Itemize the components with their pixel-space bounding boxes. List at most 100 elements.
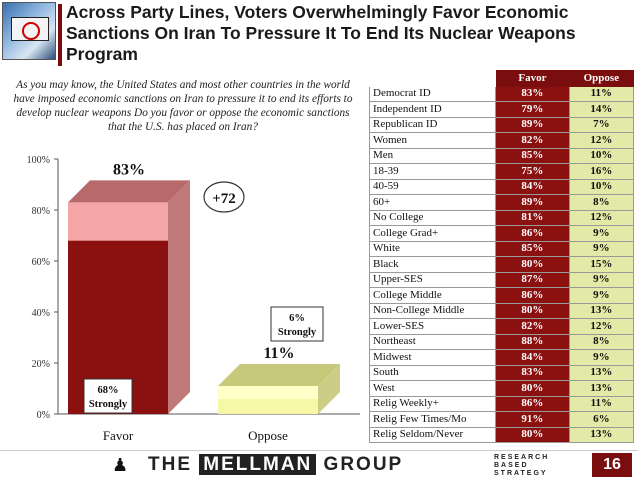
favor-cell: 80% <box>495 302 570 319</box>
x-category-label: Favor <box>103 428 134 443</box>
row-label: Midwest <box>368 349 497 366</box>
header-photo-icon <box>2 2 56 60</box>
favor-cell: 91% <box>495 411 570 428</box>
table-row: Non-College Middle 80% 13% <box>368 302 635 319</box>
oppose-cell: 8% <box>568 194 635 211</box>
favor-cell: 89% <box>495 116 570 133</box>
total-label: 83% <box>113 161 145 178</box>
row-label: South <box>368 364 497 381</box>
favor-cell: 83% <box>495 85 570 102</box>
favor-cell: 79% <box>495 101 570 118</box>
table-row: West 80% 13% <box>368 380 635 397</box>
row-label: Relig Seldom/Never <box>368 426 497 443</box>
oppose-cell: 9% <box>568 349 635 366</box>
footer: ♟ THE MELLMAN GROUP RESEARCH BASED STRAT… <box>0 450 638 480</box>
row-label: College Middle <box>368 287 497 304</box>
page-title: Across Party Lines, Voters Overwhelmingl… <box>66 2 576 64</box>
table-row: Relig Few Times/Mo 91% 6% <box>368 411 635 428</box>
table-row: Independent ID 79% 14% <box>368 101 635 118</box>
footer-brand: THE MELLMAN GROUP <box>148 454 404 475</box>
oppose-cell: 12% <box>568 318 635 335</box>
favor-cell: 86% <box>495 225 570 242</box>
table-row: Midwest 84% 9% <box>368 349 635 366</box>
oppose-cell: 9% <box>568 287 635 304</box>
oppose-cell: 8% <box>568 333 635 350</box>
table-row: No College 81% 12% <box>368 209 635 226</box>
oppose-cell: 7% <box>568 116 635 133</box>
oppose-cell: 9% <box>568 240 635 257</box>
favor-cell: 75% <box>495 163 570 180</box>
row-label: 40-59 <box>368 178 497 195</box>
row-label: Northeast <box>368 333 497 350</box>
table-header-cell: Favor <box>495 70 570 87</box>
bar-somewhat-segment <box>68 202 168 241</box>
bar-strongly-segment <box>218 398 318 414</box>
row-label: Non-College Middle <box>368 302 497 319</box>
table-row: South 83% 13% <box>368 364 635 381</box>
table-row: Men 85% 10% <box>368 147 635 164</box>
row-label: Lower-SES <box>368 318 497 335</box>
oppose-cell: 14% <box>568 101 635 118</box>
table-header-row: Favor Oppose <box>368 70 635 87</box>
table-row: Democrat ID 83% 11% <box>368 85 635 102</box>
bar-somewhat-segment <box>218 385 318 399</box>
row-label: White <box>368 240 497 257</box>
favor-cell: 86% <box>495 395 570 412</box>
footer-tagline: RESEARCH BASED STRATEGY <box>494 454 550 477</box>
row-label: No College <box>368 209 497 226</box>
oppose-cell: 16% <box>568 163 635 180</box>
favor-cell: 85% <box>495 147 570 164</box>
subgroup-table: Favor Oppose Democrat ID 83% 11% Independent … <box>368 70 635 443</box>
favor-cell: 80% <box>495 380 570 397</box>
oppose-cell: 13% <box>568 380 635 397</box>
y-tick-label: 60% <box>32 257 50 268</box>
row-label: 60+ <box>368 194 497 211</box>
oppose-cell: 10% <box>568 178 635 195</box>
title-accent-bar <box>58 4 62 66</box>
oppose-cell: 9% <box>568 225 635 242</box>
table-row: Northeast 88% 8% <box>368 333 635 350</box>
row-label: Independent ID <box>368 101 497 118</box>
table-row: Upper-SES 87% 9% <box>368 271 635 288</box>
favor-cell: 89% <box>495 194 570 211</box>
row-label: College Grad+ <box>368 225 497 242</box>
table-row: Relig Seldom/Never 80% 13% <box>368 426 635 443</box>
oppose-cell: 15% <box>568 256 635 273</box>
bar-side <box>168 180 190 414</box>
favor-cell: 82% <box>495 318 570 335</box>
oppose-cell: 9% <box>568 271 635 288</box>
header: Across Party Lines, Voters Overwhelmingl… <box>0 0 638 72</box>
y-tick-label: 100% <box>27 155 50 166</box>
oppose-cell: 11% <box>568 395 635 412</box>
table-row: 40-59 84% 10% <box>368 178 635 195</box>
favor-strongly-box <box>83 378 133 414</box>
favor-cell: 88% <box>495 333 570 350</box>
favor-cell: 84% <box>495 178 570 195</box>
favor-cell: 81% <box>495 209 570 226</box>
favor-strongly-text: Strongly <box>89 399 128 410</box>
table-row: College Grad+ 86% 9% <box>368 225 635 242</box>
net-label: +72 <box>212 191 236 207</box>
table-row: Lower-SES 82% 12% <box>368 318 635 335</box>
row-label: Men <box>368 147 497 164</box>
oppose-cell: 12% <box>568 132 635 149</box>
favor-cell: 80% <box>495 256 570 273</box>
table-row: College Middle 86% 9% <box>368 287 635 304</box>
bar-top <box>68 180 190 203</box>
favor-cell: 83% <box>495 364 570 381</box>
y-tick-label: 40% <box>32 308 50 319</box>
favor-cell: 82% <box>495 132 570 149</box>
favor-cell: 85% <box>495 240 570 257</box>
bar-chart: 0% 20% 40% 60% 80% 100% 83% Favor 11% Oppose 68% St… <box>27 155 360 443</box>
table-row: Republican ID 89% 7% <box>368 116 635 133</box>
oppose-strongly-text: Strongly <box>278 327 317 338</box>
row-label: West <box>368 380 497 397</box>
row-label: Upper-SES <box>368 271 497 288</box>
oppose-strongly-value: 6% <box>289 313 305 324</box>
oppose-strongly-box <box>270 306 324 342</box>
row-label: 18-39 <box>368 163 497 180</box>
y-tick-label: 80% <box>32 206 50 217</box>
table-row: 18-39 75% 16% <box>368 163 635 180</box>
row-label: Women <box>368 132 497 149</box>
bar-side <box>318 363 340 414</box>
